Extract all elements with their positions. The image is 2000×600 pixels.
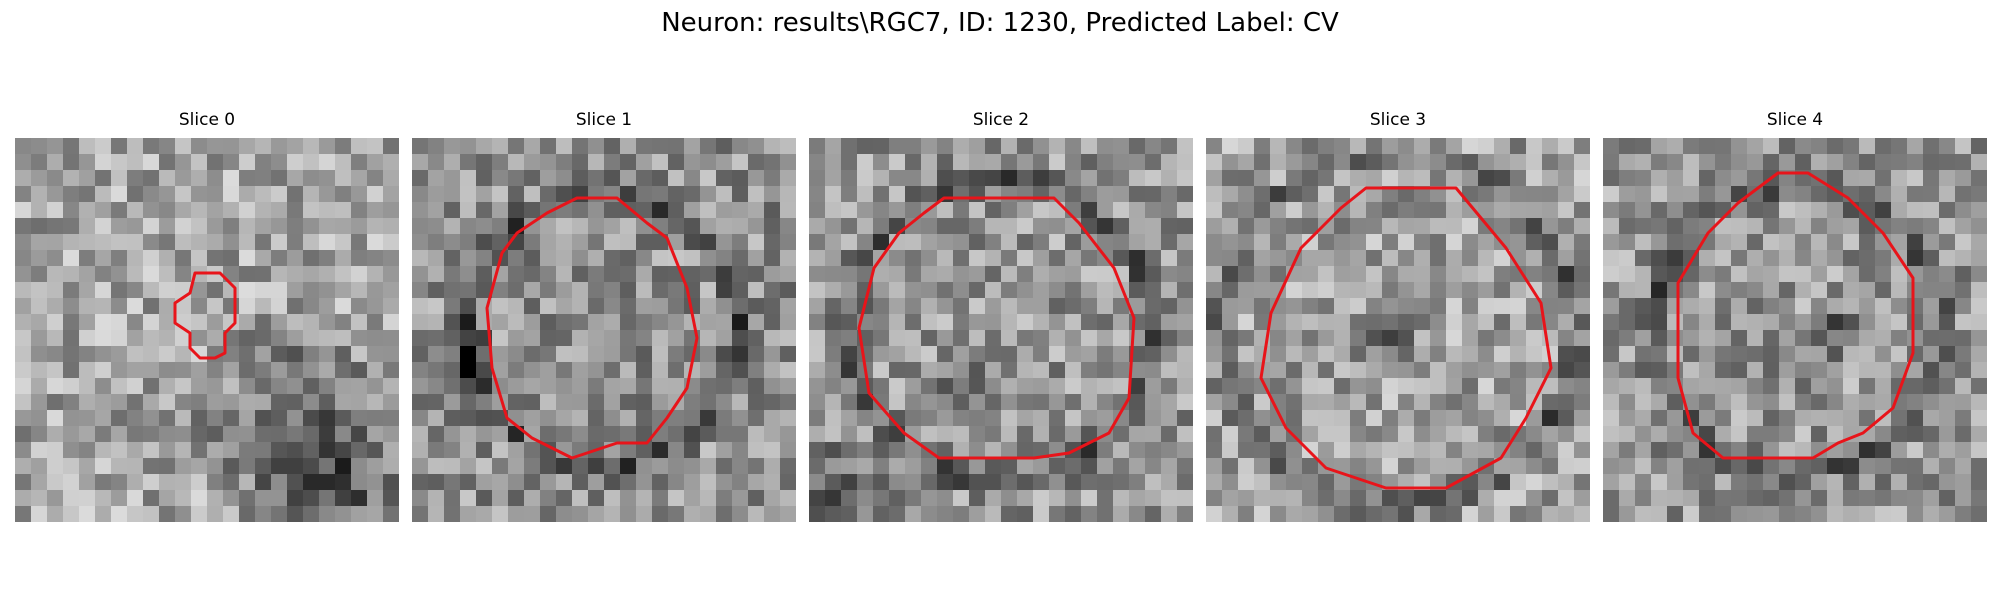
cell-contour — [485, 196, 699, 460]
slice-canvas — [1603, 138, 1987, 522]
slice-panel-0: Slice 0 — [15, 110, 399, 522]
grayscale-pixel-grid — [412, 138, 796, 522]
figure-title: Neuron: results\RGC7, ID: 1230, Predicte… — [661, 8, 1339, 38]
slice-image — [1206, 138, 1590, 522]
slice-canvas — [1206, 138, 1590, 522]
slice-title: Slice 1 — [575, 110, 633, 130]
slice-panel-3: Slice 3 — [1206, 110, 1590, 522]
slice-canvas — [809, 138, 1193, 522]
cell-contour — [173, 271, 237, 360]
grayscale-pixel-grid — [1206, 138, 1590, 522]
slice-canvas — [15, 138, 399, 522]
slice-title: Slice 3 — [1369, 110, 1427, 130]
cell-contour — [1676, 171, 1915, 460]
grayscale-pixel-grid — [809, 138, 1193, 522]
slice-title: Slice 4 — [1766, 110, 1824, 130]
slice-image — [1603, 138, 1987, 522]
slice-canvas — [412, 138, 796, 522]
grayscale-pixel-grid — [1603, 138, 1987, 522]
slice-title: Slice 0 — [178, 110, 236, 130]
cell-contour — [1259, 186, 1553, 490]
slice-image — [412, 138, 796, 522]
slice-title: Slice 2 — [972, 110, 1030, 130]
grayscale-pixel-grid — [15, 138, 399, 522]
cell-contour — [857, 196, 1136, 460]
slice-panel-1: Slice 1 — [412, 110, 796, 522]
slice-panel-2: Slice 2 — [809, 110, 1193, 522]
slice-image — [15, 138, 399, 522]
slice-image — [809, 138, 1193, 522]
slice-panel-4: Slice 4 — [1603, 110, 1987, 522]
